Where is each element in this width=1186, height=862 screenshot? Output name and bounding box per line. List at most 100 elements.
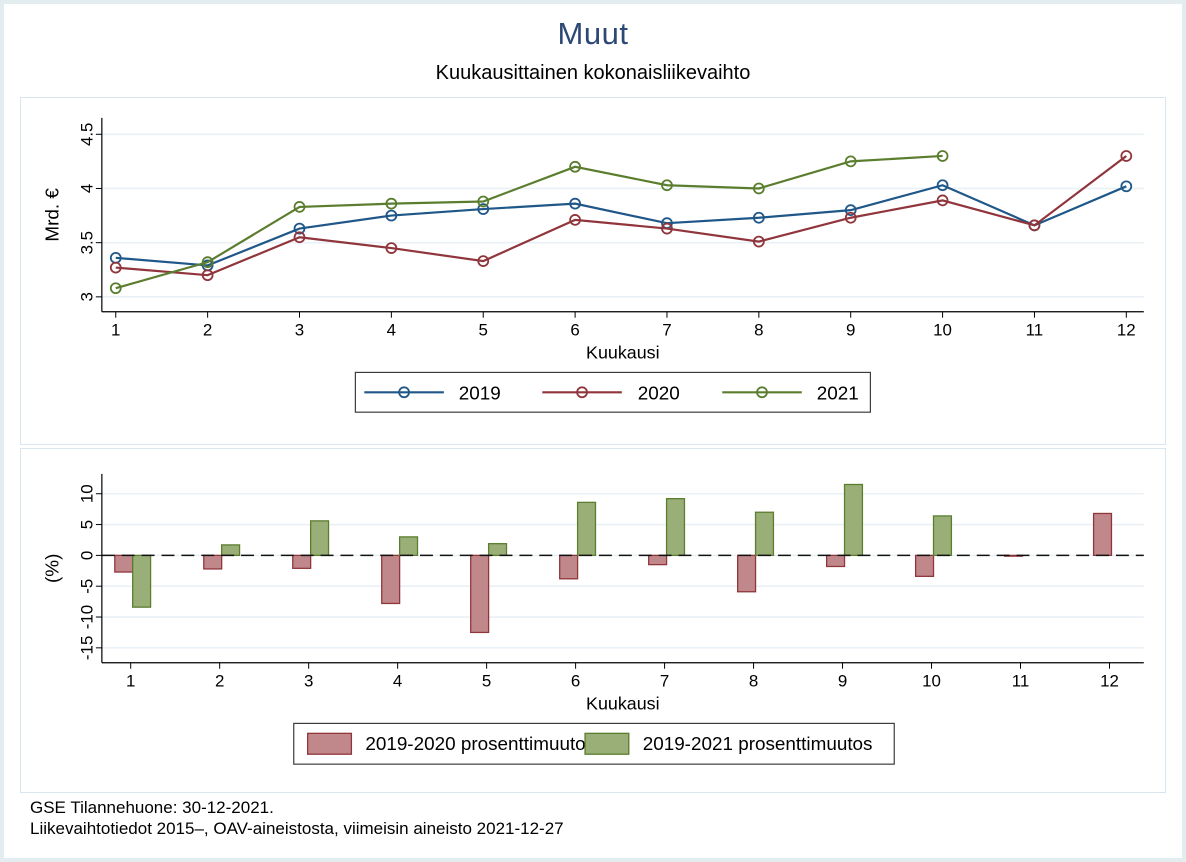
x-tick-label: 11 xyxy=(1026,321,1044,340)
x-tick-label: 3 xyxy=(295,321,304,340)
series-marker-2019 xyxy=(477,203,490,215)
series-line-2021 xyxy=(115,154,943,290)
series-marker-2019 xyxy=(385,209,398,222)
y-tick-label: -5 xyxy=(77,579,96,594)
series-marker-2020 xyxy=(477,255,490,267)
x-tick-label: 11 xyxy=(1012,672,1030,691)
series-marker-2021 xyxy=(752,182,765,195)
x-tick-label: 7 xyxy=(662,321,671,340)
chart-subtitle: Kuukausittainen kokonaisliikevaihto xyxy=(435,62,751,84)
bar-2019-2020 prosenttimuutos xyxy=(648,554,668,566)
legend-label-2019: 2019 xyxy=(459,383,501,404)
footer-line-1: GSE Tilannehuone: 30-12-2021. xyxy=(30,798,274,817)
bar-2019-2020 prosenttimuutos xyxy=(381,554,401,605)
x-tick-label: 12 xyxy=(1117,321,1136,340)
x-tick-label: 1 xyxy=(126,672,135,691)
x-tick-label: 9 xyxy=(846,321,855,340)
x-tick-label: 2 xyxy=(215,672,224,691)
y-tick-label: 0 xyxy=(77,551,96,560)
series-line-2020 xyxy=(115,155,1127,277)
x-tick-label: 5 xyxy=(479,321,488,340)
y-tick-label: 3.5 xyxy=(77,231,96,254)
legend-swatch xyxy=(584,732,630,755)
y-tick-label: 10 xyxy=(77,484,96,503)
x-tick-label: 7 xyxy=(660,672,669,691)
bar-2019-2020 prosenttimuutos xyxy=(825,554,846,568)
bar-2019-2020 prosenttimuutos xyxy=(914,554,935,577)
series-marker-2020 xyxy=(1028,219,1041,232)
x-tick-label: 6 xyxy=(570,321,579,340)
series-marker-2021 xyxy=(661,179,673,192)
bar-2019-2021 prosenttimuutos xyxy=(665,498,686,557)
x-tick-label: 3 xyxy=(304,672,313,691)
series-marker-2020 xyxy=(109,261,122,274)
x-tick-label: 4 xyxy=(387,321,396,340)
bar-2019-2021 prosenttimuutos xyxy=(221,544,241,557)
y-axis-title: Mrd. € xyxy=(43,188,64,242)
series-marker-2020 xyxy=(661,222,673,235)
line-chart-panel: 3 3.5 4 4.5 1 2 3 4 5 6 7 8 9 10 11 12 Kuukausi Mrd. €201… xyxy=(20,97,1166,445)
series-marker-2019 xyxy=(752,211,765,224)
series-marker-2020 xyxy=(936,194,949,207)
x-tick-label: 6 xyxy=(571,672,580,691)
series-marker-2020 xyxy=(293,231,306,244)
bar-2019-2020 prosenttimuutos xyxy=(203,554,223,570)
legend-marker-sample xyxy=(756,386,768,399)
x-tick-label: 8 xyxy=(754,321,763,340)
series-marker-2021 xyxy=(569,160,581,173)
legend-label-2021: 2021 xyxy=(817,383,859,404)
legend-marker-sample xyxy=(576,386,588,399)
bar-2019-2020 prosenttimuutos xyxy=(470,554,490,634)
series-marker-2021 xyxy=(109,282,122,295)
bar-2019-2021 prosenttimuutos xyxy=(398,536,419,557)
x-tick-label: 5 xyxy=(482,672,491,691)
series-marker-2021 xyxy=(293,201,306,213)
bar-2019-2021 prosenttimuutos xyxy=(932,515,953,557)
series-marker-2019 xyxy=(844,204,857,217)
legend-label: 2019-2020 prosenttimuutos xyxy=(365,734,595,755)
x-tick-label: 8 xyxy=(749,672,758,691)
series-marker-2021 xyxy=(477,195,490,208)
bar-2019-2021 prosenttimuutos xyxy=(843,483,864,557)
x-tick-label: 10 xyxy=(922,672,941,691)
series-marker-2019 xyxy=(936,179,949,192)
bar-2019-2021 prosenttimuutos xyxy=(576,501,597,557)
chart-title: Muut xyxy=(557,16,629,51)
series-marker-2020 xyxy=(1120,150,1133,162)
series-marker-2021 xyxy=(201,256,214,269)
series-marker-2021 xyxy=(385,197,398,210)
series-marker-2020 xyxy=(201,269,214,282)
series-marker-2020 xyxy=(569,214,581,226)
bar-2019-2021 prosenttimuutos xyxy=(754,511,775,557)
series-marker-2019 xyxy=(569,197,581,210)
x-tick-label: 9 xyxy=(838,672,847,691)
series-marker-2019 xyxy=(293,222,306,235)
x-tick-label: 10 xyxy=(933,321,952,340)
x-axis-title: Kuukausi xyxy=(586,693,660,713)
bar-2019-2020 prosenttimuutos xyxy=(292,554,312,569)
series-line-2019 xyxy=(115,184,1127,267)
legend-marker-sample xyxy=(398,386,410,399)
y-tick-label: 3 xyxy=(77,292,96,301)
bar-2019-2021 prosenttimuutos xyxy=(487,543,508,557)
bar-2019-2021 prosenttimuutos xyxy=(132,554,152,608)
legend-label: 2019-2021 prosenttimuutos xyxy=(643,734,873,755)
footer-line-2: Liikevaihtotiedot 2015–, OAV-aineistosta… xyxy=(30,819,564,838)
legend-swatch xyxy=(307,732,353,755)
y-tick-label: 4 xyxy=(77,184,96,193)
bar-2019-2020 prosenttimuutos xyxy=(1092,512,1113,557)
x-tick-label: 4 xyxy=(393,672,402,691)
y-axis-title: (%) xyxy=(43,554,64,583)
bar-chart-panel: 10 5 0 -5 -10 -15 1 2 3 4 5 6 7 8 9 10 11 12 Kuukausi (%) 20… xyxy=(20,448,1166,793)
x-tick-label: 1 xyxy=(111,321,120,340)
series-marker-2021 xyxy=(844,155,857,168)
series-marker-2020 xyxy=(752,235,765,248)
x-tick-label: 2 xyxy=(203,321,212,340)
series-marker-2020 xyxy=(385,242,398,254)
x-axis-title: Kuukausi xyxy=(586,342,660,362)
series-marker-2020 xyxy=(844,211,857,224)
x-tick-label: 12 xyxy=(1100,672,1119,691)
y-tick-label: -10 xyxy=(77,605,96,629)
